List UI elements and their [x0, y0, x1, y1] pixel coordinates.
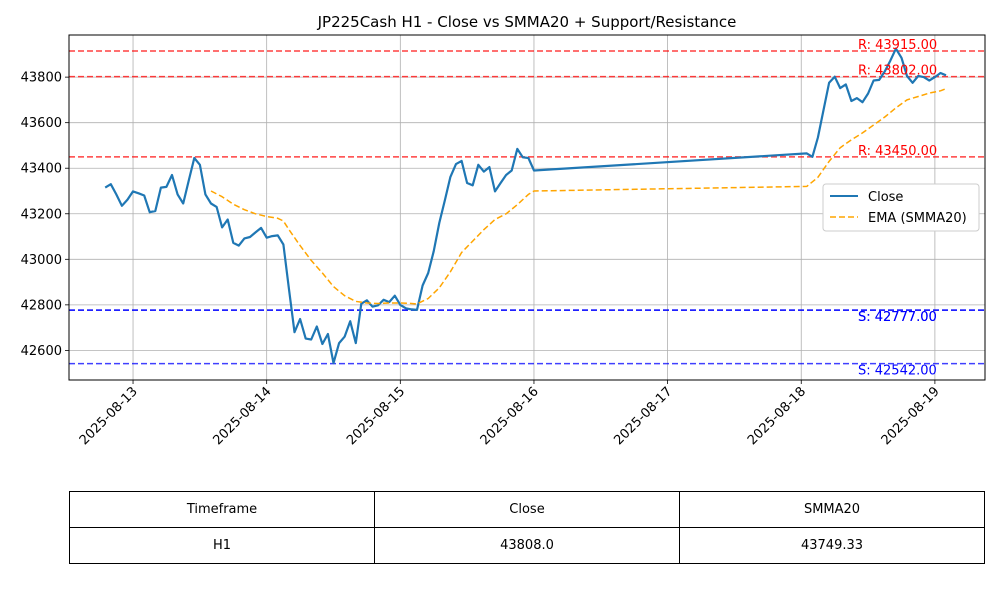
- y-tick-label: 42600: [21, 344, 62, 359]
- resistance-label: R: 43915.00: [858, 38, 937, 53]
- support-label: S: 42777.00: [858, 310, 937, 325]
- summary-table: Timeframe Close SMMA20 H1 43808.0 43749.…: [69, 491, 985, 564]
- y-tick-label: 43000: [21, 253, 62, 268]
- table-header-cell: Close: [374, 491, 680, 528]
- x-tick-label: 2025-08-13: [77, 384, 141, 448]
- series-lines: [104, 47, 947, 365]
- smma20-series-line: [210, 87, 947, 305]
- level-labels: R: 43915.00 R: 43802.00 R: 43450.00 S: 4277…: [858, 38, 937, 379]
- plot-frame: [68, 34, 986, 381]
- legend: Close EMA (SMMA20): [822, 183, 980, 232]
- y-tick-label: 43800: [21, 71, 62, 86]
- table-cell-smma20: 43749.33: [679, 527, 985, 564]
- x-tick-label: 2025-08-16: [478, 384, 542, 448]
- y-tick-label: 43200: [21, 207, 62, 222]
- table-header-row: Timeframe Close SMMA20: [69, 491, 985, 528]
- support-label: S: 42542.00: [858, 364, 937, 379]
- x-tick-label: 2025-08-17: [611, 384, 675, 448]
- resistance-label: R: 43450.00: [858, 144, 937, 159]
- x-tick-label: 2025-08-14: [210, 384, 274, 448]
- x-tick-label: 2025-08-15: [344, 384, 408, 448]
- resistance-label: R: 43802.00: [858, 64, 937, 79]
- close-series-line: [104, 47, 947, 365]
- y-tick-label: 43600: [21, 116, 62, 131]
- legend-label-close: Close: [868, 190, 903, 205]
- chart-title: JP225Cash H1 - Close vs SMMA20 + Support…: [317, 13, 737, 31]
- table-cell-timeframe: H1: [69, 527, 375, 564]
- x-tick-label: 2025-08-18: [745, 384, 809, 448]
- table-header-cell: SMMA20: [679, 491, 985, 528]
- support-label: S: 42777.00: [858, 310, 937, 325]
- y-tick-label: 42800: [21, 298, 62, 313]
- legend-label-smma20: EMA (SMMA20): [868, 211, 967, 226]
- table-row: H1 43808.0 43749.33: [69, 527, 985, 564]
- legend-box: [822, 183, 980, 232]
- table-cell-close: 43808.0: [374, 527, 680, 564]
- x-tick-label: 2025-08-19: [879, 384, 943, 448]
- table-header-cell: Timeframe: [69, 491, 375, 528]
- y-tick-label: 43400: [21, 162, 62, 177]
